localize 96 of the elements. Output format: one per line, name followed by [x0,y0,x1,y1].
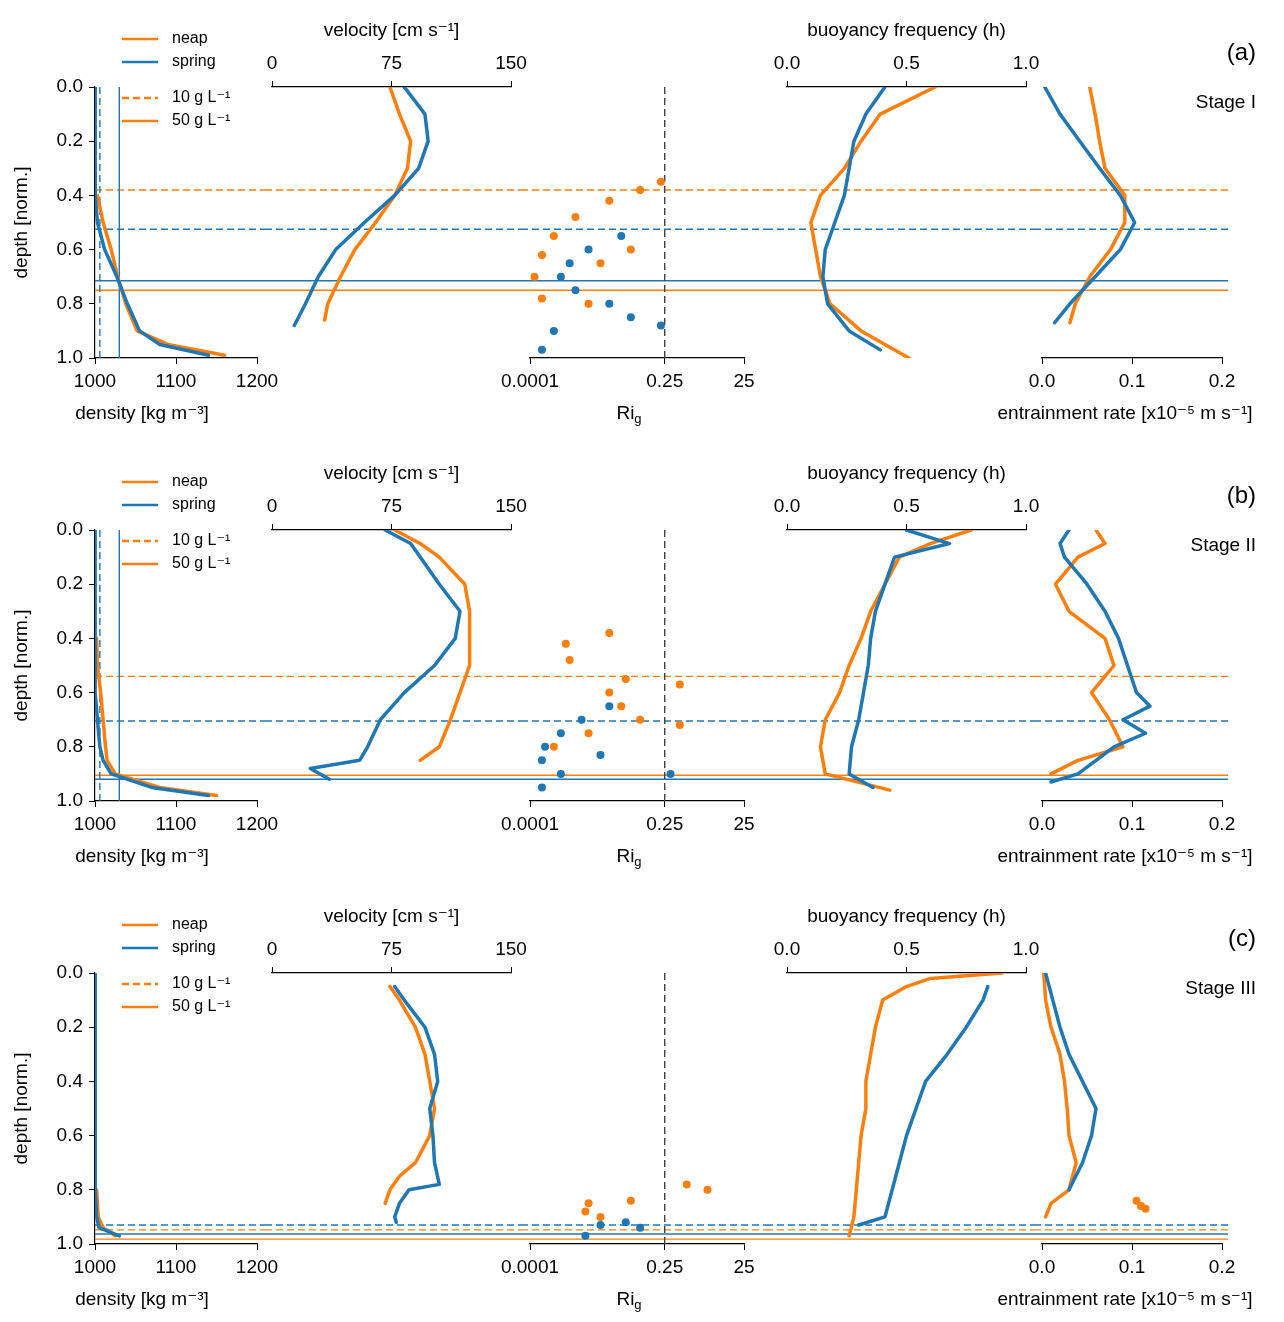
y-tick-label: 0.4 [56,183,84,205]
x2-tick-label: 0.0 [773,937,801,959]
x-tick-label: 1000 [73,812,117,834]
x-tick-label: 1200 [235,369,279,391]
x-tick-label: 0.25 [646,1255,684,1277]
y-tick-label: 0.2 [56,129,83,151]
y-tick-label: 1.0 [56,1232,83,1254]
x-axis-title: entrainment rate [x10⁻⁵ m s⁻¹] [997,402,1253,424]
x2-tick-label: 150 [495,51,527,73]
x2-tick-label: 75 [380,494,403,516]
x2-tick-label: 75 [380,51,403,73]
x2-tick-label: 150 [495,494,527,516]
legend-label: 10 g L⁻¹ [172,531,231,549]
x-axis-title: density [kg m⁻³] [75,402,209,424]
legend-label: spring [172,52,216,70]
y-tick-label: 0.8 [56,292,83,314]
x2-tick-label: 0.5 [893,937,920,959]
legend-label: 50 g L⁻¹ [172,997,231,1015]
x-tick-label: 1000 [73,369,117,391]
x-tick-label: 0.1 [1118,1255,1146,1277]
x2-tick-label: 0.0 [773,51,801,73]
x-tick-label: 0.2 [1208,812,1236,834]
x-tick-label: 25 [733,1255,755,1277]
x-tick-label: 0.1 [1118,369,1146,391]
y-tick-label: 0.0 [56,518,83,540]
text: (c) [1228,923,1256,951]
x2-axis-title: velocity [cm s⁻¹] [323,462,460,484]
y-tick-label: 0.4 [56,1069,84,1091]
x-tick-label: 1100 [155,1255,197,1277]
x-tick-label: 1200 [235,812,279,834]
x2-axis-title: buoyancy frequency (h) [807,19,1006,41]
x2-tick-label: 1.0 [1012,51,1040,73]
y-axis-title: depth [norm.] [10,609,32,722]
y-axis-title: depth [norm.] [10,1052,32,1165]
legend-label: 50 g L⁻¹ [172,554,231,572]
x-axis-title: entrainment rate [x10⁻⁵ m s⁻¹] [997,845,1253,867]
x-tick-label: 0.0 [1028,1255,1056,1277]
x2-axis-title: buoyancy frequency (h) [807,905,1006,927]
x-tick-label: 0.0 [1028,812,1056,834]
x2-tick-label: 0 [266,494,278,516]
x-axis-title: entrainment rate [x10⁻⁵ m s⁻¹] [997,1288,1253,1310]
x2-axis-title: velocity [cm s⁻¹] [323,19,460,41]
legend-label: 10 g L⁻¹ [172,88,231,106]
x-tick-label: 1100 [155,369,197,391]
x2-tick-label: 0.5 [893,51,920,73]
y-tick-label: 0.6 [56,1123,83,1145]
x2-tick-label: 1.0 [1012,937,1040,959]
y-tick-label: 1.0 [56,789,83,811]
x-tick-label: 0.0 [1028,369,1056,391]
x-tick-label: 0.1 [1118,812,1146,834]
text: (b) [1226,480,1256,508]
legend-label: neap [172,29,208,47]
y-tick-label: 0.6 [56,680,83,702]
y-axis-title: depth [norm.] [10,166,32,279]
x-tick-label: 25 [733,812,755,834]
x-axis-title: density [kg m⁻³] [75,1288,209,1310]
x-tick-label: 1200 [235,1255,279,1277]
x2-tick-label: 0.0 [773,494,801,516]
x2-tick-label: 0 [266,51,278,73]
x2-axis-title: velocity [cm s⁻¹] [323,905,460,927]
x2-axis-title: buoyancy frequency (h) [807,462,1006,484]
y-tick-label: 0.2 [56,1015,83,1037]
legend-label: 10 g L⁻¹ [172,974,231,992]
y-tick-label: 1.0 [56,346,83,368]
y-tick-label: 0.8 [56,735,83,757]
x2-tick-label: 75 [380,937,403,959]
x-tick-label: 0.0001 [500,1255,560,1277]
legend-label: 50 g L⁻¹ [172,111,231,129]
x-tick-label: 0.2 [1208,369,1236,391]
x2-tick-label: 0 [266,937,278,959]
x-tick-label: 0.25 [646,369,684,391]
text: (a) [1226,37,1256,65]
annotation: Stage I [1195,91,1256,113]
x-tick-label: 0.25 [646,812,684,834]
x2-tick-label: 150 [495,937,527,959]
y-tick-label: 0.0 [56,75,83,97]
annotation: Stage III [1185,977,1256,999]
y-tick-label: 0.0 [56,961,83,983]
legend-label: spring [172,495,216,513]
x2-tick-label: 0.5 [893,494,920,516]
x-axis-title: density [kg m⁻³] [75,845,209,867]
legend-label: neap [172,472,208,490]
legend-label: neap [172,915,208,933]
x2-tick-label: 1.0 [1012,494,1040,516]
annotation: Stage II [1190,534,1256,556]
legend-label: spring [172,938,216,956]
x-tick-label: 1000 [73,1255,117,1277]
y-tick-label: 0.8 [56,1178,83,1200]
y-tick-label: 0.6 [56,237,83,259]
x-tick-label: 25 [733,369,755,391]
y-tick-label: 0.2 [56,572,83,594]
x-tick-label: 0.0001 [500,369,560,391]
x-tick-label: 1100 [155,812,197,834]
x-tick-label: 0.2 [1208,1255,1236,1277]
x-tick-label: 0.0001 [500,812,560,834]
y-tick-label: 0.4 [56,626,84,648]
